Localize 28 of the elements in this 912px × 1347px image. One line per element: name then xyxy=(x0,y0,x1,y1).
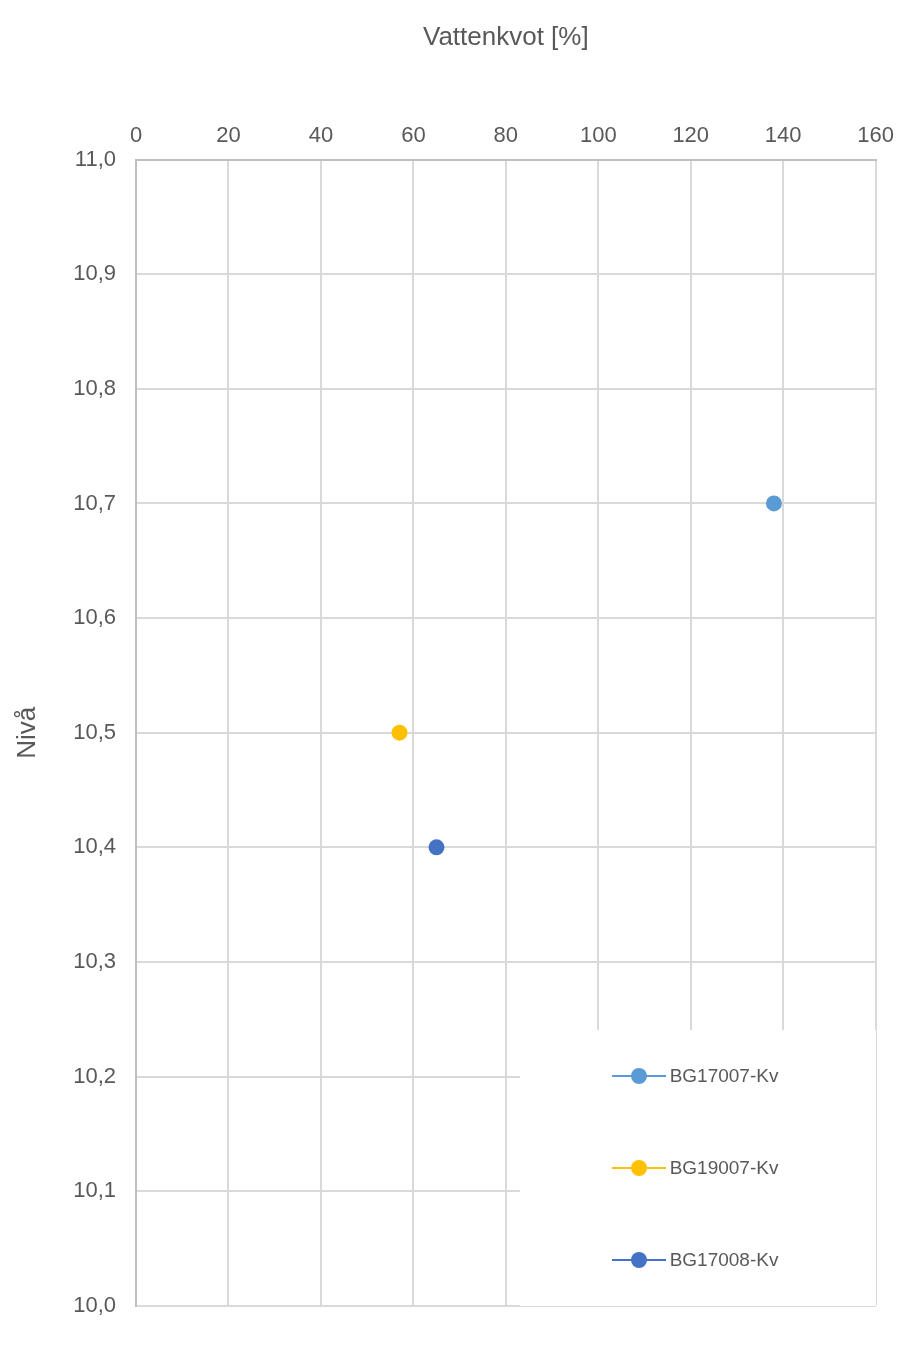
y-tick-label: 10,9 xyxy=(73,260,117,286)
y-tick-label: 10,3 xyxy=(73,948,117,973)
legend-label: BG17007-Kv xyxy=(669,1064,779,1087)
y-tick-label: 10,2 xyxy=(73,1062,117,1088)
point xyxy=(765,495,782,512)
legend-label: BG17008-Kv xyxy=(669,1248,779,1271)
y-tick-label: 10,6 xyxy=(73,604,117,630)
x-tick-label: 0 xyxy=(129,122,143,148)
legend-label: BG19007-Kv xyxy=(669,1156,779,1179)
point xyxy=(391,724,408,741)
y-tick-label: 10,4 xyxy=(73,833,117,859)
x-tick-label: 60 xyxy=(401,122,426,148)
y-tick-label: 10,0 xyxy=(73,1291,117,1317)
x-tick-label: 120 xyxy=(672,122,710,148)
point xyxy=(428,839,445,856)
x-tick-label: 40 xyxy=(308,122,334,148)
x-tick-label: 80 xyxy=(493,122,519,148)
x-tick-label: 20 xyxy=(216,122,241,148)
x-tick-label: 160 xyxy=(857,122,895,148)
y-tick-label: 10,8 xyxy=(73,374,117,400)
y-tick-label: 10,7 xyxy=(73,489,117,515)
x-tick-label: 140 xyxy=(764,122,802,148)
y-tick-label: 10,1 xyxy=(73,1177,117,1203)
y-tick-label: 10,5 xyxy=(73,718,117,744)
x-axis-title: Vattenkvot [%] xyxy=(422,20,589,51)
y-axis-title: Nivå xyxy=(10,706,41,759)
y-tick-label: 11,0 xyxy=(74,145,117,171)
x-tick-label: 100 xyxy=(579,122,617,148)
